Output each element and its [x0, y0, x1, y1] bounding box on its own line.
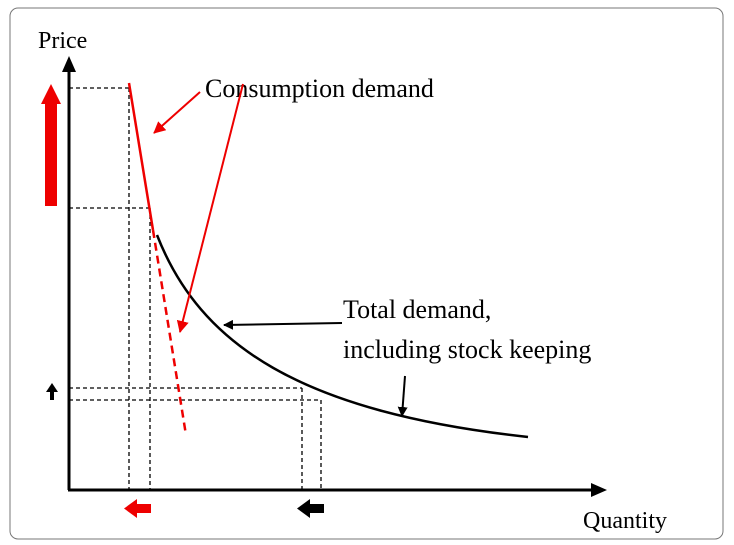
- quantity-small-arrow: [308, 504, 324, 513]
- total-pointer: [223, 319, 343, 330]
- quantity-small-arrow-head: [297, 499, 310, 518]
- quantity-left-arrow: [135, 504, 151, 513]
- y-axis-arrow: [62, 56, 76, 72]
- small-price-arrow-head: [46, 383, 58, 392]
- consumption-label: Consumption demand: [205, 74, 434, 103]
- consumption-demand-dashed: [151, 229, 188, 436]
- quantity-left-arrow-head: [124, 499, 137, 518]
- y-axis-label: Price: [38, 28, 87, 54]
- total-demand-curve: [155, 234, 529, 439]
- frame: [9, 7, 724, 540]
- price-up-arrow-head: [41, 84, 61, 104]
- guides: [69, 87, 322, 490]
- total-label: Total demand,: [343, 295, 491, 324]
- total-label: including stock keeping: [343, 335, 591, 364]
- total-pointer: [397, 375, 408, 417]
- consumption-demand-line: [127, 82, 155, 231]
- consumption-pointer: [153, 91, 201, 134]
- x-axis-label: Quantity: [583, 508, 667, 534]
- small-price-arrow: [50, 391, 54, 400]
- price-up-arrow: [45, 102, 57, 206]
- consumption-pointer: [176, 83, 244, 333]
- x-axis-arrow: [591, 483, 607, 497]
